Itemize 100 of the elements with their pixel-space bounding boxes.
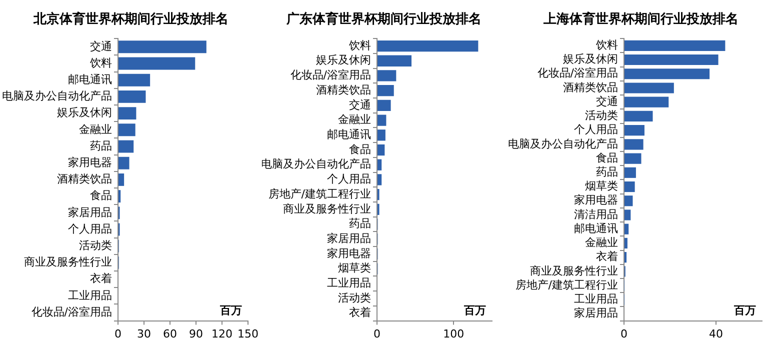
bar bbox=[624, 210, 631, 220]
x-tick-label: 120 bbox=[212, 327, 232, 340]
y-tick-label: 化妆品/浴室用品 bbox=[31, 305, 112, 318]
y-tick-label: 交通 bbox=[596, 94, 618, 108]
y-tick-label: 食品 bbox=[596, 151, 618, 164]
bar bbox=[118, 107, 136, 120]
y-tick-label: 娱乐及休闲 bbox=[57, 106, 112, 120]
bar bbox=[378, 55, 412, 66]
y-tick-label: 邮电通讯 bbox=[68, 72, 112, 86]
y-tick-label: 衣着 bbox=[349, 306, 371, 320]
y-tick-label: 个人用品 bbox=[327, 172, 371, 186]
x-tick-label: 40 bbox=[709, 327, 723, 340]
y-tick-label: 家居用品 bbox=[574, 306, 618, 320]
x-axis-title: 百万 bbox=[219, 304, 242, 318]
bar bbox=[624, 96, 669, 108]
y-tick-label: 活动类 bbox=[585, 109, 618, 122]
y-tick-label: 化妆品/浴室用品 bbox=[537, 66, 618, 80]
x-tick-label: 60 bbox=[163, 327, 177, 340]
y-tick-label: 商业及服务性行业 bbox=[283, 202, 371, 216]
chart-title: 北京体育世界杯期间行业投放排名 bbox=[32, 10, 230, 28]
y-tick-label: 金融业 bbox=[338, 113, 371, 126]
bar bbox=[118, 57, 196, 70]
y-tick-label: 商业及服务性行业 bbox=[530, 264, 618, 278]
y-tick-label: 房地产/建筑工程行业 bbox=[268, 187, 371, 200]
y-tick-label: 饮料 bbox=[348, 38, 371, 52]
y-tick-label: 饮料 bbox=[89, 56, 112, 70]
y-tick-label: 衣着 bbox=[90, 272, 112, 286]
x-tick-label: 150 bbox=[238, 327, 258, 340]
y-tick-label: 工业用品 bbox=[574, 292, 618, 306]
x-axis-title: 百万 bbox=[733, 304, 756, 318]
chart-title: 上海体育世界杯期间行业投放排名 bbox=[542, 10, 740, 28]
y-tick-label: 交通 bbox=[349, 98, 371, 112]
y-tick-label: 活动类 bbox=[338, 291, 371, 304]
y-tick-label: 药品 bbox=[596, 166, 618, 179]
x-tick-label: 0 bbox=[620, 327, 628, 340]
bar bbox=[624, 54, 718, 66]
bar bbox=[378, 130, 386, 141]
chart-title: 广东体育世界杯期间行业投放排名 bbox=[286, 10, 482, 28]
x-tick-label: 90 bbox=[189, 327, 203, 340]
y-tick-label: 烟草类 bbox=[585, 180, 618, 193]
y-tick-label: 娱乐及休闲 bbox=[563, 52, 618, 66]
bar bbox=[624, 181, 635, 192]
x-tick-label: 30 bbox=[137, 327, 151, 340]
bar bbox=[624, 153, 642, 164]
bar bbox=[378, 85, 394, 96]
bar bbox=[378, 70, 396, 82]
bar bbox=[118, 74, 150, 86]
bar bbox=[378, 114, 386, 126]
y-tick-label: 交通 bbox=[90, 40, 112, 53]
bar bbox=[624, 139, 644, 150]
x-axis-title: 百万 bbox=[463, 304, 486, 318]
y-tick-label: 衣着 bbox=[596, 250, 618, 264]
bar bbox=[118, 90, 146, 103]
x-tick-label: 0 bbox=[114, 327, 122, 340]
y-tick-label: 邮电通讯 bbox=[327, 128, 371, 141]
bar bbox=[118, 173, 124, 186]
y-tick-label: 药品 bbox=[90, 139, 112, 152]
x-tick-label: 0 bbox=[374, 327, 380, 340]
y-tick-label: 化妆品/浴室用品 bbox=[290, 68, 371, 82]
y-tick-label: 家居用品 bbox=[327, 232, 371, 245]
y-tick-label: 饮料 bbox=[595, 38, 618, 52]
bar bbox=[378, 144, 385, 156]
y-tick-label: 酒精类饮品 bbox=[57, 172, 112, 186]
y-tick-label: 电脑及办公自动化产品 bbox=[508, 137, 618, 150]
y-tick-label: 娱乐及休闲 bbox=[316, 54, 371, 67]
bar bbox=[378, 159, 382, 170]
y-tick-label: 电脑及办公自动化产品 bbox=[2, 90, 112, 103]
bar bbox=[118, 140, 134, 153]
bar bbox=[378, 100, 391, 112]
y-tick-label: 个人用品 bbox=[68, 222, 112, 236]
y-tick-label: 商业及服务性行业 bbox=[24, 256, 112, 269]
y-tick-label: 家居用品 bbox=[68, 206, 112, 219]
y-tick-label: 金融业 bbox=[79, 122, 112, 136]
y-tick-label: 酒精类饮品 bbox=[563, 80, 618, 94]
y-tick-label: 家用电器 bbox=[68, 156, 112, 169]
y-tick-label: 烟草类 bbox=[338, 262, 371, 275]
bar bbox=[624, 125, 644, 136]
y-tick-label: 个人用品 bbox=[574, 123, 618, 136]
bar bbox=[624, 167, 636, 178]
bar bbox=[624, 224, 629, 234]
y-tick-label: 清洁用品 bbox=[574, 208, 618, 221]
y-tick-label: 金融业 bbox=[585, 236, 618, 250]
bar bbox=[624, 196, 633, 206]
y-tick-label: 工业用品 bbox=[68, 288, 112, 302]
y-tick-label: 家用电器 bbox=[327, 246, 371, 260]
y-tick-label: 房地产/建筑工程行业 bbox=[515, 278, 618, 292]
bar bbox=[118, 124, 136, 136]
y-tick-label: 工业用品 bbox=[327, 276, 371, 290]
bar bbox=[624, 68, 710, 80]
bar bbox=[624, 82, 674, 94]
bar bbox=[624, 238, 628, 248]
y-tick-label: 家用电器 bbox=[574, 194, 618, 207]
bar bbox=[624, 40, 726, 51]
y-tick-label: 活动类 bbox=[79, 238, 112, 252]
y-tick-label: 电脑及办公自动化产品 bbox=[261, 158, 371, 171]
bar bbox=[378, 174, 382, 186]
bar bbox=[118, 40, 206, 54]
bar bbox=[118, 156, 130, 170]
x-tick-label: 100 bbox=[443, 327, 464, 340]
y-tick-label: 食品 bbox=[349, 142, 371, 156]
